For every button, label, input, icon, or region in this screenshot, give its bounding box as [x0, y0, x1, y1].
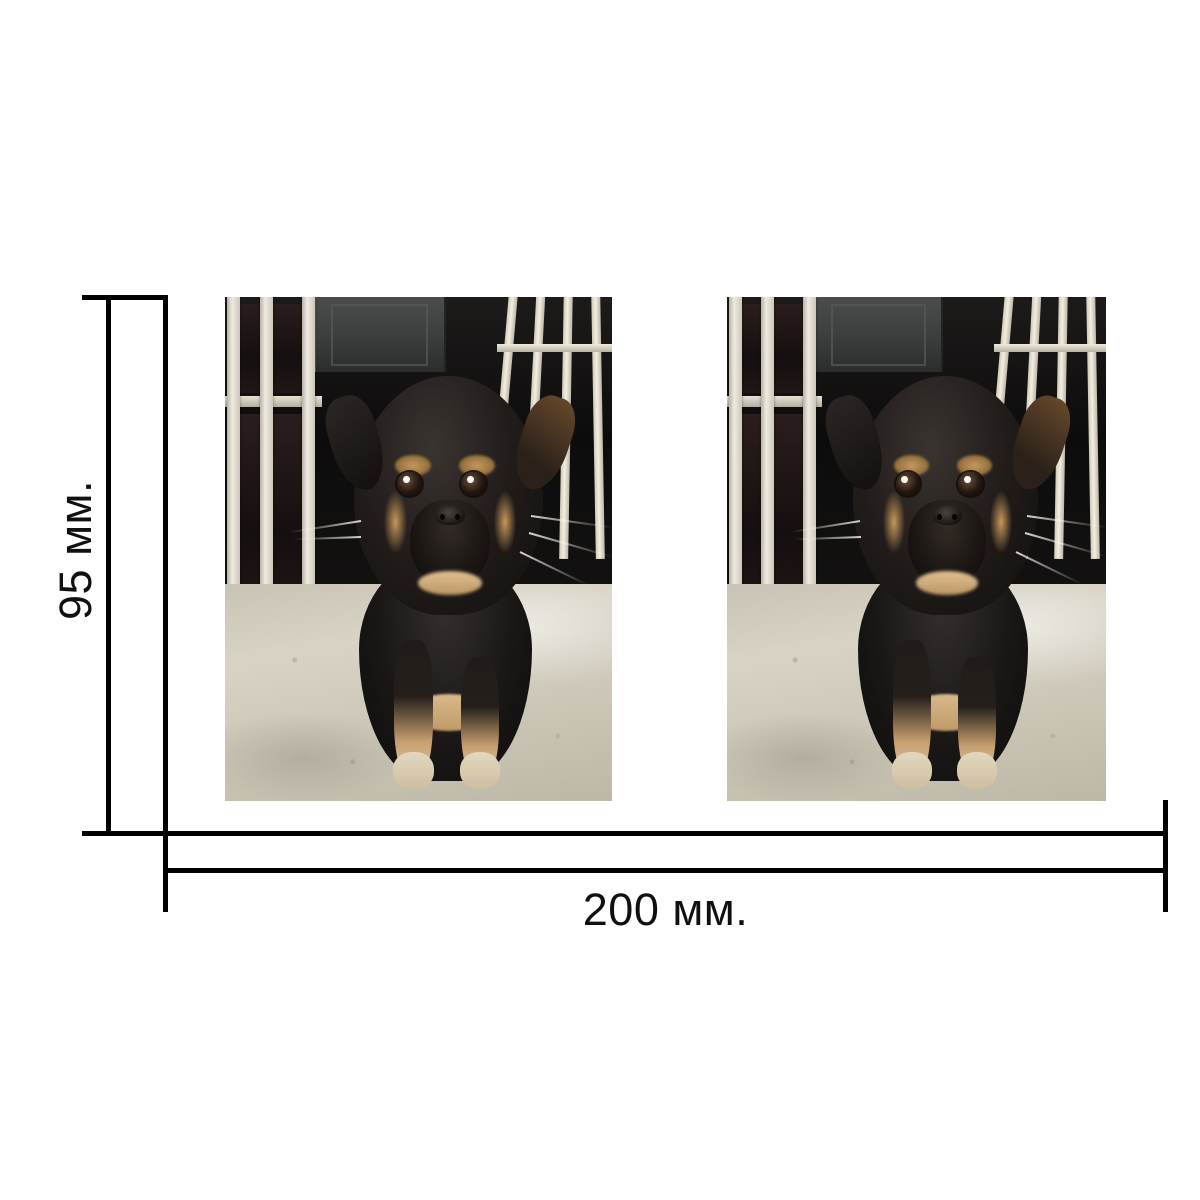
height-dimension-top-tick: [82, 295, 167, 300]
background-gate-left: [727, 297, 822, 640]
puppy-photo-right: [727, 297, 1106, 801]
width-dimension-label: 200 мм.: [582, 884, 749, 935]
background-railing-right: [982, 297, 1106, 560]
width-dimension-left-tick: [163, 800, 168, 912]
height-extension-line: [163, 295, 168, 836]
width-dimension-line: [163, 868, 1168, 873]
height-dimension-label: 95 мм.: [50, 480, 101, 620]
background-gate-left: [225, 297, 322, 640]
puppy-photo-right-content: [727, 297, 1106, 801]
puppy-figure: [790, 368, 1106, 790]
puppy-photo-left: [225, 297, 612, 801]
height-dimension-line: [106, 295, 111, 836]
background-door-panel: [814, 297, 944, 372]
puppy-figure: [290, 368, 612, 790]
width-extension-line: [163, 831, 1168, 836]
background-railing-right: [485, 297, 612, 560]
width-dimension-right-tick: [1163, 800, 1168, 912]
height-dimension-bottom-tick: [82, 831, 167, 836]
background-door-panel: [314, 297, 446, 372]
puppy-photo-left-content: [225, 297, 612, 801]
